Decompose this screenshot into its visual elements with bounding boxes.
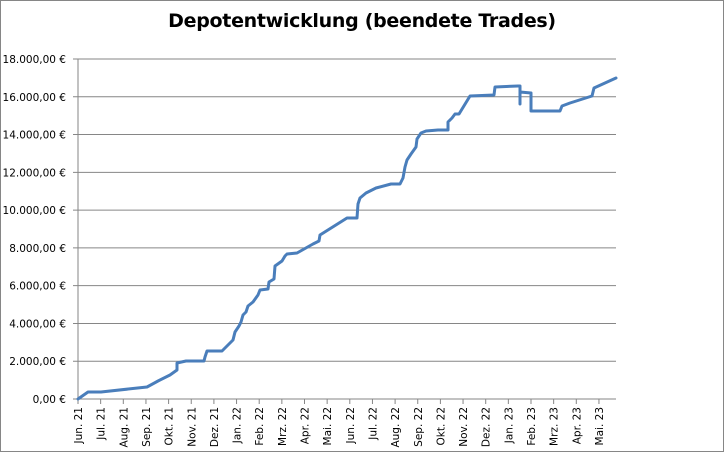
y-tick-label: 10.000,00 €: [3, 205, 66, 217]
x-tick-label: Apr. 23: [571, 407, 583, 444]
x-tick-label: Sep. 21: [141, 407, 153, 447]
y-tick-label: 8.000,00 €: [9, 243, 66, 255]
x-tick-label: Feb. 22: [254, 407, 266, 446]
x-tick-label: Dez. 21: [209, 407, 221, 447]
x-tick-label: Jun. 22: [345, 407, 357, 444]
chart-title: Depotentwicklung (beendete Trades): [168, 10, 556, 32]
x-axis: Jun. 21 Jul. 21 Aug. 21 Sep. 21 Okt. 21 Nov. …: [73, 399, 606, 448]
x-tick-label: Mai. 23: [594, 407, 606, 445]
x-tick-label: Mrz. 22: [277, 407, 289, 446]
y-tick-label: 12.000,00 €: [3, 167, 66, 179]
x-tick-label: Sep. 22: [413, 407, 425, 447]
x-tick-label: Jan. 23: [503, 407, 515, 444]
y-tick-label: 0,00 €: [33, 394, 66, 406]
y-tick-label: 4.000,00 €: [9, 318, 66, 330]
x-tick-label: Nov. 21: [186, 407, 198, 447]
x-tick-label: Nov. 22: [458, 407, 470, 447]
y-axis: 0,00 € 2.000,00 € 4.000,00 € 6.000,00 € 8.00…: [3, 54, 79, 406]
y-tick-label: 18.000,00 €: [3, 54, 66, 66]
series-line-depotwert: [76, 76, 618, 401]
x-tick-label: Jun. 21: [73, 407, 85, 444]
x-tick-label: Mrz. 23: [549, 407, 561, 446]
y-tick-label: 16.000,00 €: [3, 92, 66, 104]
x-tick-label: Jan. 22: [232, 407, 244, 444]
x-tick-label: Aug. 21: [118, 407, 130, 448]
gridlines: [73, 58, 616, 400]
x-tick-label: Aug. 22: [390, 407, 402, 448]
x-tick-label: Jul. 22: [367, 407, 379, 441]
y-tick-label: 6.000,00 €: [9, 281, 66, 293]
x-tick-label: Okt. 21: [164, 407, 176, 446]
y-tick-label: 14.000,00 €: [3, 130, 66, 142]
x-tick-label: Apr. 22: [300, 407, 312, 444]
y-tick-label: 2.000,00 €: [9, 356, 66, 368]
x-tick-label: Dez. 22: [481, 407, 493, 447]
x-tick-label: Mai. 22: [322, 407, 334, 445]
x-tick-label: Feb. 23: [526, 407, 538, 446]
x-tick-label: Jul. 21: [96, 407, 108, 441]
x-tick-label: Okt. 22: [435, 407, 447, 446]
